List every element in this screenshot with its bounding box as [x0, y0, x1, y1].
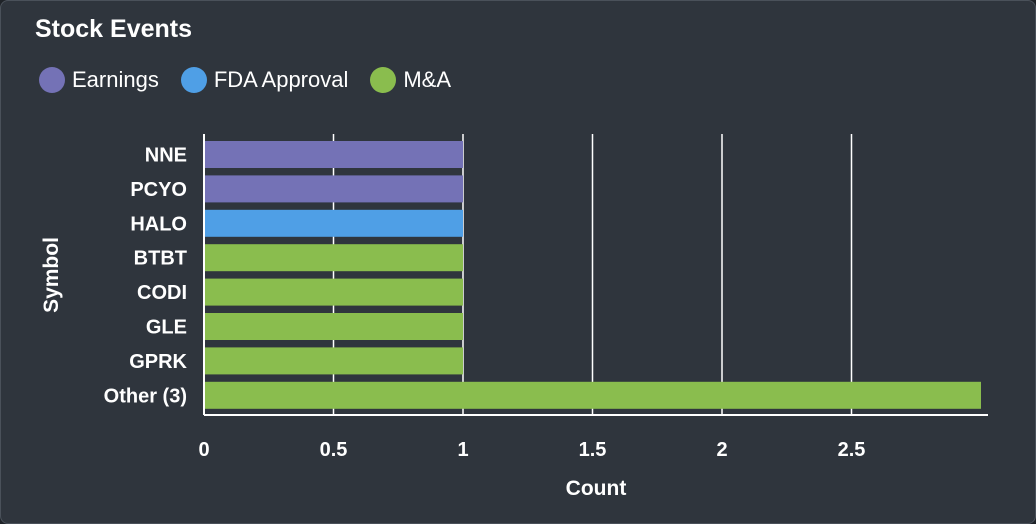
y-tick-label-btbt: BTBT — [134, 248, 187, 270]
x-tick-label-0.5: 0.5 — [320, 439, 348, 461]
bar-gle — [204, 313, 463, 340]
x-tick-label-1: 1 — [457, 439, 468, 461]
chart-title: Stock Events — [35, 15, 193, 43]
x-tick-label-2.5: 2.5 — [838, 439, 866, 461]
bar-halo — [204, 209, 463, 237]
bar-gprk — [204, 347, 463, 375]
y-tick-label-halo: HALO — [130, 213, 187, 235]
legend-label-earnings: Earnings — [72, 67, 159, 92]
legend-item-earnings[interactable]: Earnings — [39, 67, 159, 93]
x-tick-label-2: 2 — [716, 439, 727, 461]
legend-label-ma: M&A — [403, 67, 452, 92]
legend: Earnings FDA Approval M&A — [39, 67, 473, 93]
legend-label-fda-approval: FDA Approval — [213, 67, 349, 92]
y-tick-label-gprk: GPRK — [129, 351, 187, 373]
y-tick-label-other-3-: Other (3) — [104, 385, 187, 407]
y-tick-label-pcyo: PCYO — [130, 179, 187, 201]
axes — [203, 134, 988, 416]
legend-swatch-earnings — [39, 67, 65, 93]
legend-swatch-ma — [370, 67, 397, 93]
y-tick-label-nne: NNE — [145, 145, 187, 167]
labels: 0 0.5 1 1.5 2 2.5 NNE PCYO HALO BTBT CODI GLE GPRK Ot… — [40, 145, 865, 501]
bars — [204, 141, 981, 409]
bar-btbt — [204, 244, 463, 272]
bar-other-3- — [204, 381, 981, 409]
x-axis-title: Count — [566, 477, 627, 500]
x-tick-label-0: 0 — [198, 439, 209, 461]
y-tick-label-gle: GLE — [146, 317, 187, 339]
x-tick-label-1.5: 1.5 — [579, 439, 607, 461]
y-axis-title: Symbol — [40, 237, 63, 313]
legend-item-fda-approval[interactable]: FDA Approval — [180, 67, 349, 93]
bar-codi — [204, 278, 463, 306]
y-tick-label-codi: CODI — [137, 282, 187, 304]
bar-nne — [204, 141, 463, 168]
legend-item-ma[interactable]: M&A — [370, 67, 451, 93]
legend-swatch-fda-approval — [180, 67, 207, 93]
bar-pcyo — [204, 175, 463, 203]
